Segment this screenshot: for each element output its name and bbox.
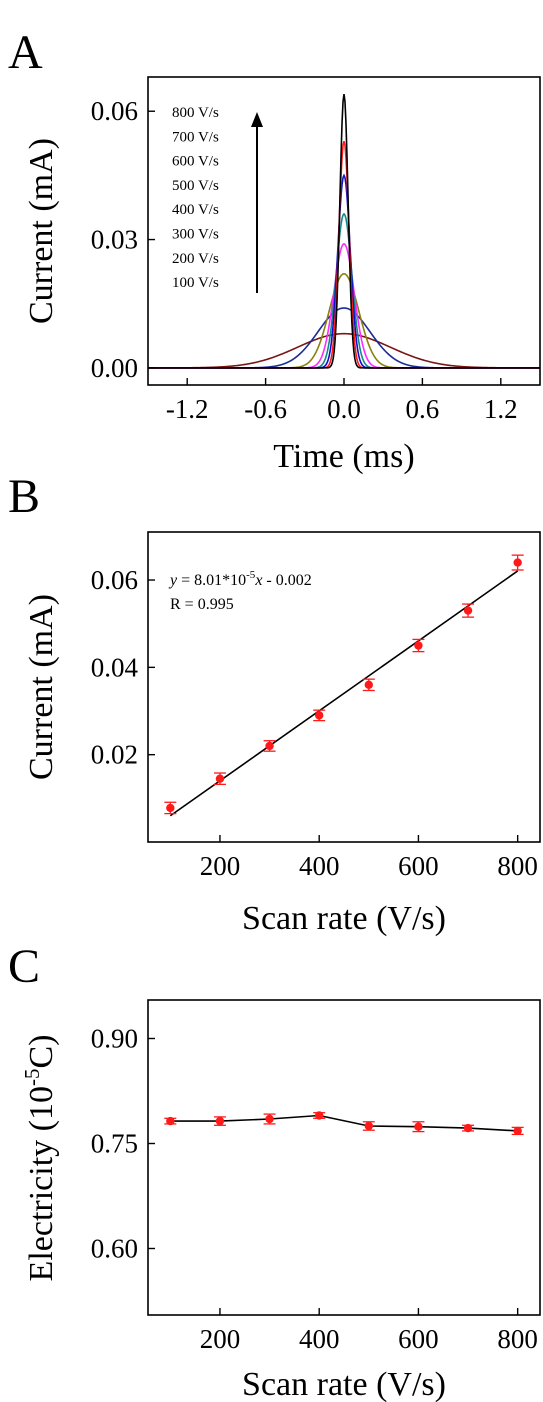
- panel-c-point: [463, 1123, 473, 1133]
- legend-entry: 700 V/s: [172, 129, 219, 145]
- panel-c-point: [314, 1111, 324, 1120]
- panel-c-point: [364, 1121, 374, 1131]
- panel-b-xtick-label: 800: [497, 851, 538, 881]
- panel-a-ytick-label: 0.06: [91, 96, 138, 126]
- panel-a-curves: [148, 94, 540, 369]
- panel-a-frame: [147, 76, 541, 386]
- panel-c-ytick-label: 0.90: [91, 1024, 138, 1054]
- series-line-100-vs: [148, 332, 540, 369]
- panel-c-xtick-label: 400: [299, 1324, 340, 1354]
- panel-c-xlabel: Scan rate (V/s): [242, 1366, 446, 1402]
- panel-c-xtick-label: 600: [398, 1324, 439, 1354]
- panel-a-legend: 800 V/s 700 V/s 600 V/s 500 V/s 400 V/s 300 V…: [172, 105, 263, 293]
- panel-c-line: [170, 1114, 518, 1132]
- panel-b-ytick-label: 0.04: [91, 652, 139, 682]
- panel-c-ylabel: Electricity (10-5C): [20, 1035, 60, 1282]
- panel-c-xtick-label: 800: [497, 1324, 538, 1354]
- legend-entry: 200 V/s: [172, 251, 219, 267]
- panel-b-point: [166, 803, 175, 813]
- panel-a-xtick-label: 0.6: [406, 394, 440, 424]
- panel-c-point: [513, 1126, 522, 1136]
- panel-b-points: [164, 554, 524, 815]
- panel-a-xtick-label: -0.6: [244, 394, 287, 424]
- legend-entry: 100 V/s: [172, 275, 219, 291]
- arrow-up-icon: [251, 112, 263, 127]
- panel-c-ytick-label: 0.60: [91, 1234, 138, 1264]
- legend-entry: 300 V/s: [172, 227, 219, 243]
- panel-b-point: [364, 680, 374, 690]
- panel-b-xtick-label: 400: [299, 851, 340, 881]
- panel-b-xlabel: Scan rate (V/s): [242, 900, 446, 937]
- panel-a: A -1.2 -0.6 0.0 0.6 1.2 0.00 0.03 0.06 800 V/s 7…: [8, 26, 541, 475]
- panel-b-ytick-label: 0.02: [91, 740, 138, 770]
- panel-c-point: [414, 1122, 423, 1131]
- panel-b-point: [265, 741, 274, 751]
- panel-a-xtick-label: 1.2: [484, 394, 518, 424]
- panel-a-xtick-label: -1.2: [166, 394, 209, 424]
- panel-letter-c: C: [8, 940, 40, 993]
- panel-b-point: [314, 711, 324, 720]
- panel-c-ylabel-main: Electricity (10: [23, 1086, 60, 1281]
- panel-c-point: [265, 1114, 274, 1124]
- panel-c-point: [215, 1116, 225, 1126]
- panel-letter-b: B: [8, 470, 40, 523]
- panel-b-point: [414, 641, 423, 650]
- series-line-800-vs: [148, 94, 540, 369]
- panel-c-axes: 200 400 600 800 0.60 0.75 0.90: [91, 1024, 538, 1355]
- panel-b-point: [215, 774, 225, 783]
- eq-y: y: [168, 572, 178, 589]
- fit-r-value: R = 0.995: [170, 596, 234, 613]
- panel-a-ytick-label: 0.03: [91, 225, 138, 255]
- panel-b: B 200 400 600 800 0.02 0.04 0.06 y = 8.01*10-5…: [8, 470, 541, 937]
- panel-b-fit-line: [169, 570, 519, 817]
- panel-c-ylabel-exp: -5: [20, 1069, 44, 1087]
- panel-a-xlabel: Time (ms): [273, 438, 414, 475]
- panel-c-ytick-label: 0.75: [91, 1129, 138, 1159]
- electricity-line: [170, 1114, 518, 1132]
- panel-c-frame: [147, 999, 541, 1316]
- panel-letter-a: A: [8, 26, 43, 79]
- fit-equation: y = 8.01*10-5x - 0.002: [168, 569, 312, 589]
- legend-entry: 800 V/s: [172, 105, 219, 121]
- panel-b-xtick-label: 600: [398, 851, 439, 881]
- panel-a-ytick-label: 0.00: [91, 353, 138, 383]
- linear-fit-line: [169, 570, 519, 817]
- legend-entry: 600 V/s: [172, 154, 219, 170]
- panel-a-axes: -1.2 -0.6 0.0 0.6 1.2 0.00 0.03 0.06: [91, 96, 518, 424]
- panel-c: C 200 400 600 800 0.60 0.75 0.90 Scan rate (V/…: [8, 940, 541, 1402]
- panel-b-point: [513, 558, 522, 567]
- panel-c-point: [166, 1116, 175, 1126]
- eq-mid: = 8.01*10: [177, 572, 246, 589]
- panel-b-xtick-label: 200: [200, 851, 241, 881]
- panel-a-ylabel: Current (mA): [23, 138, 60, 324]
- panel-b-point: [463, 606, 473, 615]
- panel-c-ylabel-end: C): [23, 1035, 60, 1069]
- panel-b-ytick-label: 0.06: [91, 565, 138, 595]
- panel-c-points: [164, 1111, 524, 1136]
- panel-c-xtick-label: 200: [200, 1324, 241, 1354]
- legend-entry: 400 V/s: [172, 202, 219, 218]
- series-line-200-vs: [148, 307, 540, 369]
- eq-end: - 0.002: [262, 572, 311, 589]
- legend-entry: 500 V/s: [172, 178, 219, 194]
- panel-b-frame: [147, 531, 541, 843]
- panel-a-xtick-label: 0.0: [327, 394, 361, 424]
- eq-x: x: [254, 572, 262, 589]
- eq-exp: -5: [246, 569, 256, 581]
- panel-b-axes: 200 400 600 800 0.02 0.04 0.06: [91, 565, 538, 881]
- panel-b-ylabel: Current (mA): [23, 594, 60, 780]
